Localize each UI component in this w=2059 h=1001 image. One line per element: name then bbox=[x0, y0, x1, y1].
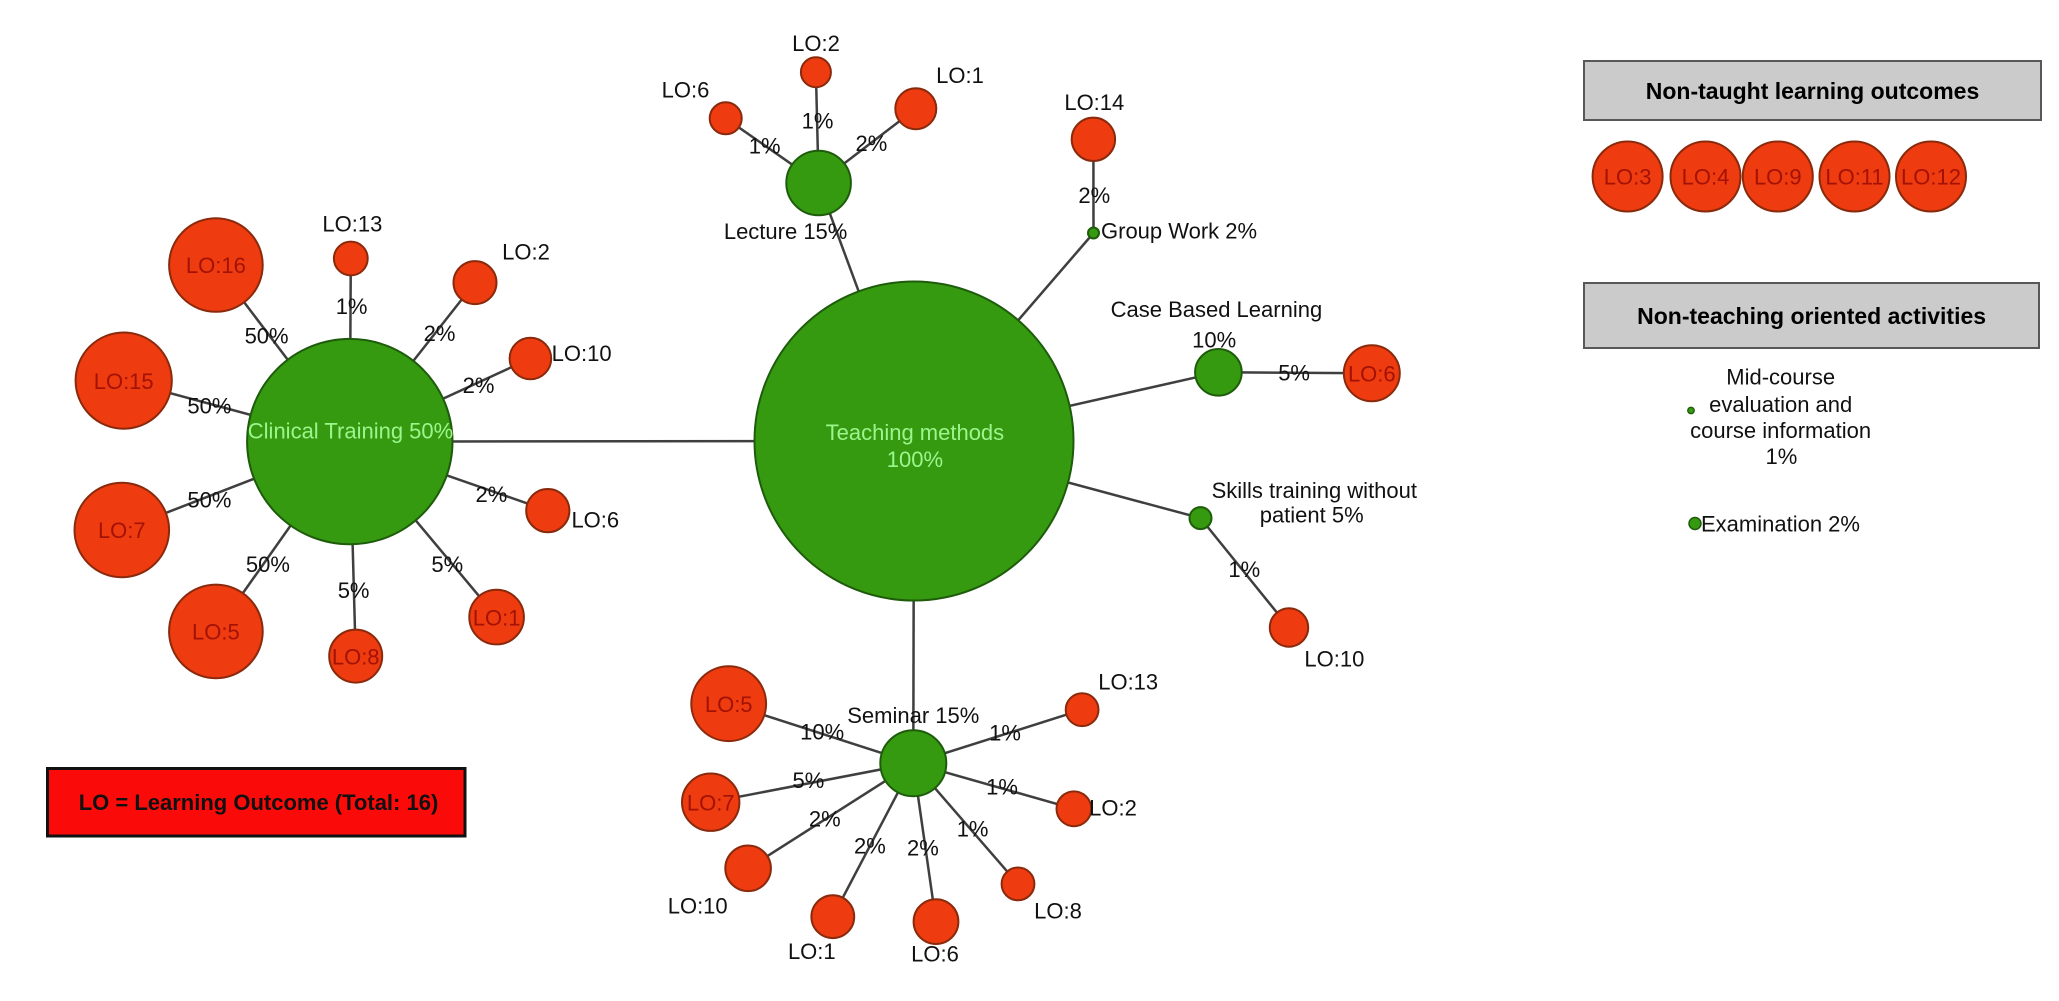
svg-text:LO:2: LO:2 bbox=[792, 31, 840, 56]
svg-text:Examination 2%: Examination 2% bbox=[1701, 512, 1860, 537]
svg-text:2%: 2% bbox=[854, 834, 886, 859]
svg-text:50%: 50% bbox=[245, 324, 289, 349]
svg-text:LO:1: LO:1 bbox=[788, 939, 836, 964]
svg-text:LO:13: LO:13 bbox=[1098, 670, 1158, 695]
svg-text:Clinical Training 50%: Clinical Training 50% bbox=[248, 419, 453, 444]
svg-text:LO = Learning Outcome (Total:: LO = Learning Outcome (Total: 16) bbox=[79, 790, 439, 815]
svg-text:LO:15: LO:15 bbox=[94, 369, 154, 394]
svg-text:2%: 2% bbox=[463, 373, 495, 398]
svg-text:Lecture 15%: Lecture 15% bbox=[724, 219, 848, 244]
svg-text:1%: 1% bbox=[989, 721, 1021, 746]
svg-text:patient 5%: patient 5% bbox=[1260, 503, 1364, 528]
svg-text:LO:11: LO:11 bbox=[1825, 165, 1883, 190]
svg-text:1%: 1% bbox=[1228, 557, 1260, 582]
svg-text:LO:5: LO:5 bbox=[705, 692, 753, 717]
svg-text:5%: 5% bbox=[1278, 361, 1310, 386]
svg-text:LO:6: LO:6 bbox=[571, 508, 619, 533]
svg-text:2%: 2% bbox=[1078, 183, 1110, 208]
svg-text:LO:12: LO:12 bbox=[1901, 165, 1961, 190]
svg-text:2%: 2% bbox=[809, 806, 841, 831]
svg-text:LO:13: LO:13 bbox=[322, 211, 382, 236]
svg-text:LO:16: LO:16 bbox=[186, 253, 246, 278]
svg-text:1%: 1% bbox=[1766, 444, 1798, 469]
svg-text:LO:8: LO:8 bbox=[332, 644, 380, 669]
svg-text:1%: 1% bbox=[336, 294, 368, 319]
svg-text:LO:6: LO:6 bbox=[1348, 362, 1396, 387]
svg-text:LO:6: LO:6 bbox=[911, 942, 959, 967]
svg-text:1%: 1% bbox=[749, 134, 781, 159]
svg-text:LO:2: LO:2 bbox=[502, 240, 550, 265]
svg-text:2%: 2% bbox=[856, 131, 888, 156]
svg-text:10%: 10% bbox=[1192, 328, 1236, 353]
svg-text:Skills training without: Skills training without bbox=[1212, 478, 1417, 503]
svg-text:50%: 50% bbox=[187, 487, 231, 512]
svg-text:50%: 50% bbox=[187, 394, 231, 419]
svg-text:LO:3: LO:3 bbox=[1604, 165, 1652, 190]
svg-text:1%: 1% bbox=[957, 816, 989, 841]
svg-text:LO:7: LO:7 bbox=[687, 790, 735, 815]
svg-text:Teaching methods: Teaching methods bbox=[826, 420, 1005, 445]
svg-text:LO:2: LO:2 bbox=[1089, 796, 1137, 821]
svg-text:2%: 2% bbox=[476, 482, 508, 507]
svg-text:LO:6: LO:6 bbox=[662, 78, 710, 103]
svg-text:2%: 2% bbox=[424, 321, 456, 346]
svg-text:LO:8: LO:8 bbox=[1034, 899, 1082, 924]
svg-text:LO:7: LO:7 bbox=[98, 518, 146, 543]
svg-text:100%: 100% bbox=[887, 447, 943, 472]
svg-text:5%: 5% bbox=[431, 552, 463, 577]
svg-text:Non-taught learning outcomes: Non-taught learning outcomes bbox=[1646, 78, 1980, 104]
svg-text:Seminar 15%: Seminar 15% bbox=[847, 703, 979, 728]
svg-text:2%: 2% bbox=[907, 836, 939, 861]
svg-text:LO:1: LO:1 bbox=[473, 605, 521, 630]
svg-text:5%: 5% bbox=[338, 578, 370, 603]
svg-text:Mid-course: Mid-course bbox=[1726, 364, 1835, 389]
svg-text:1%: 1% bbox=[802, 108, 834, 133]
svg-text:Case Based Learning: Case Based Learning bbox=[1111, 297, 1323, 322]
svg-text:10%: 10% bbox=[800, 719, 844, 744]
svg-text:evaluation and: evaluation and bbox=[1709, 392, 1852, 417]
svg-text:course information: course information bbox=[1690, 418, 1871, 443]
svg-text:LO:5: LO:5 bbox=[192, 620, 240, 645]
svg-text:LO:10: LO:10 bbox=[668, 894, 728, 919]
svg-text:LO:1: LO:1 bbox=[936, 63, 984, 88]
svg-text:5%: 5% bbox=[793, 768, 825, 793]
svg-text:Group Work 2%: Group Work 2% bbox=[1101, 219, 1257, 244]
svg-text:LO:10: LO:10 bbox=[1304, 647, 1364, 672]
svg-text:LO:14: LO:14 bbox=[1064, 90, 1124, 115]
svg-text:Non-teaching oriented activiti: Non-teaching oriented activities bbox=[1637, 303, 1986, 329]
svg-text:50%: 50% bbox=[246, 552, 290, 577]
svg-text:LO:10: LO:10 bbox=[552, 341, 612, 366]
svg-text:LO:9: LO:9 bbox=[1754, 165, 1802, 190]
svg-text:LO:4: LO:4 bbox=[1682, 165, 1730, 190]
svg-text:1%: 1% bbox=[986, 775, 1018, 800]
